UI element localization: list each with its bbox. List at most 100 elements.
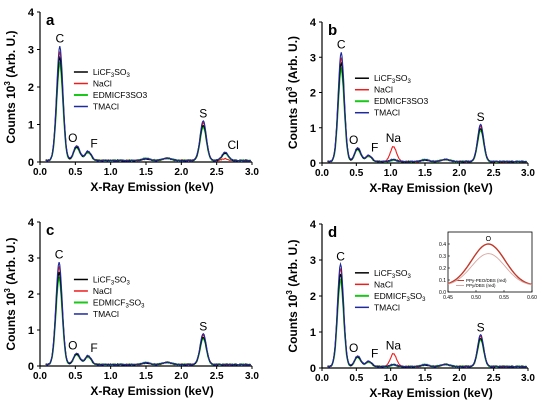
- x-tick-label: 3.0: [521, 168, 535, 179]
- y-axis-label: Counts 103 (Arb. U.): [3, 30, 18, 143]
- legend-entry-tail: SO: [114, 67, 127, 77]
- legend-entry: EDMICF3SO3: [93, 297, 145, 309]
- x-tick-label: 2.0: [452, 373, 466, 384]
- x-tick-label: 2.5: [487, 168, 501, 179]
- x-tick-label: 1.0: [384, 168, 398, 179]
- inset-series-line: [447, 243, 533, 286]
- legend-entry-sub2: 3: [126, 73, 130, 79]
- y-tick-label: 1: [310, 123, 316, 135]
- y-axis-label-sup: 3: [285, 86, 294, 91]
- peak-label: O: [349, 341, 358, 355]
- x-tick-label: 3.0: [521, 373, 535, 384]
- x-tick-label: 2.5: [210, 167, 224, 178]
- x-tick-label: 2.0: [452, 168, 466, 179]
- x-tick-label: 1.0: [104, 371, 118, 382]
- legend-entry: LiCF3SO3: [374, 73, 412, 85]
- peak-label: S: [477, 320, 485, 334]
- peak-label: C: [55, 32, 64, 46]
- x-tick-label: 3.0: [245, 167, 259, 178]
- y-axis-label-sup: 3: [285, 290, 294, 295]
- legend-entry: NaCl: [374, 85, 393, 95]
- legend-entry-name: LiCF: [374, 73, 392, 83]
- y-tick-label: 3: [310, 255, 316, 267]
- peak-label: C: [337, 38, 346, 52]
- y-tick-label: 2: [310, 291, 316, 303]
- legend-entry: LiCF3SO3: [93, 274, 131, 286]
- y-tick-label: 4: [28, 7, 35, 19]
- x-tick-label: 0.0: [33, 371, 47, 382]
- legend-entry: TMACl: [374, 302, 400, 312]
- x-tick-label: 0.5: [68, 371, 82, 382]
- y-axis-label-main: Counts 10: [286, 91, 300, 149]
- legend-entry-tail: SO: [114, 274, 127, 284]
- legend-entry-sub: 3: [407, 297, 411, 303]
- y-axis-label-unit: (Arb. U.): [4, 30, 18, 81]
- y-axis-label-unit: (Arb. U.): [286, 36, 300, 87]
- y-tick-label: 3: [28, 45, 34, 57]
- y-tick-label: 4: [310, 17, 317, 29]
- inset-x-tick-label: 0.60: [527, 295, 537, 301]
- legend-entry: LiCF3SO3: [374, 268, 412, 280]
- x-axis-label: X-Ray Emission (keV): [369, 386, 492, 400]
- inset-legend-entry: PPy-PEO/DBS (red): [466, 278, 507, 283]
- inset-y-tick-label: 0.3: [439, 254, 446, 260]
- peak-label: O: [68, 338, 77, 352]
- x-tick-label: 0.0: [315, 168, 329, 179]
- legend-entry: NaCl: [93, 79, 112, 89]
- inset-x-tick-label: 0.50: [471, 295, 481, 301]
- y-axis-label-unit: (Arb. U.): [4, 237, 18, 288]
- inset-x-tick-label: 0.55: [499, 295, 509, 301]
- peak-label: C: [55, 247, 64, 261]
- inset-y-tick-label: 0.4: [439, 242, 446, 248]
- y-tick-label: 0: [28, 361, 34, 373]
- y-tick-label: 0: [310, 363, 316, 375]
- legend-entry-name: EDMICF: [374, 291, 407, 301]
- legend-entry-name: NaCl: [374, 279, 393, 289]
- legend-entry-name: TMACl: [93, 102, 119, 112]
- legend-entry: NaCl: [93, 286, 112, 296]
- x-tick-label: 0.5: [68, 167, 82, 178]
- panel-c: 0.0 0.5 1.0 1.5 2.0 2.5 3.0 0 1 2 3 4 X-Ray Emission…: [3, 217, 259, 398]
- legend-entry: EDMICF3SO3: [93, 90, 148, 100]
- y-axis-label-unit: (Arb. U.): [286, 239, 300, 290]
- y-axis-label: Counts 103 (Arb. U.): [285, 239, 300, 352]
- legend-entry-tail: SO: [129, 297, 142, 307]
- x-tick-label: 1.5: [418, 373, 432, 384]
- legend-entry-sub2: 3: [126, 280, 130, 286]
- peak-label: S: [199, 319, 207, 333]
- panel-a: 0.0 0.5 1.0 1.5 2.0 2.5 3.0 0 1 2 3 4 X-Ray Emission…: [3, 7, 259, 194]
- legend-entry-name: NaCl: [93, 79, 112, 89]
- legend-entry-name: EDMICF3SO3: [93, 90, 148, 100]
- inset-x-tick-label: 0.45: [443, 295, 453, 301]
- legend-entry-tail: SO: [395, 268, 408, 278]
- legend-entry: NaCl: [374, 279, 393, 289]
- legend-entry-name: EDMICF3SO3: [374, 96, 429, 106]
- legend-entry: EDMICF3SO3: [374, 96, 429, 106]
- legend-entry-sub2: 3: [408, 79, 412, 85]
- legend-entry: TMACl: [93, 102, 119, 112]
- legend-entry: LiCF3SO3: [93, 67, 131, 79]
- y-axis-label: Counts 103 (Arb. U.): [3, 237, 18, 350]
- peak-label: Na: [386, 338, 402, 352]
- panel-letter: d: [328, 224, 337, 241]
- legend-entry-tail: SO: [395, 73, 408, 83]
- peak-label: C: [336, 249, 345, 263]
- y-tick-label: 2: [28, 289, 34, 301]
- x-tick-label: 0.5: [349, 373, 363, 384]
- legend-entry-sub2: 3: [422, 297, 426, 303]
- x-tick-label: 2.0: [174, 167, 188, 178]
- legend-entry-name: LiCF: [374, 268, 392, 278]
- peak-label: F: [371, 141, 378, 155]
- legend-entry-name: TMACl: [93, 309, 119, 319]
- x-tick-label: 1.5: [139, 371, 153, 382]
- inset-legend-entry: PPy/DBS (red): [466, 283, 496, 288]
- y-tick-label: 1: [28, 325, 34, 337]
- legend-entry-sub: 3: [392, 79, 396, 85]
- legend-entry-name: TMACl: [374, 302, 400, 312]
- x-tick-label: 1.0: [384, 373, 398, 384]
- inset-y-tick-label: 0.2: [439, 266, 446, 272]
- x-tick-label: 0.0: [315, 373, 329, 384]
- x-tick-label: 0.0: [33, 167, 47, 178]
